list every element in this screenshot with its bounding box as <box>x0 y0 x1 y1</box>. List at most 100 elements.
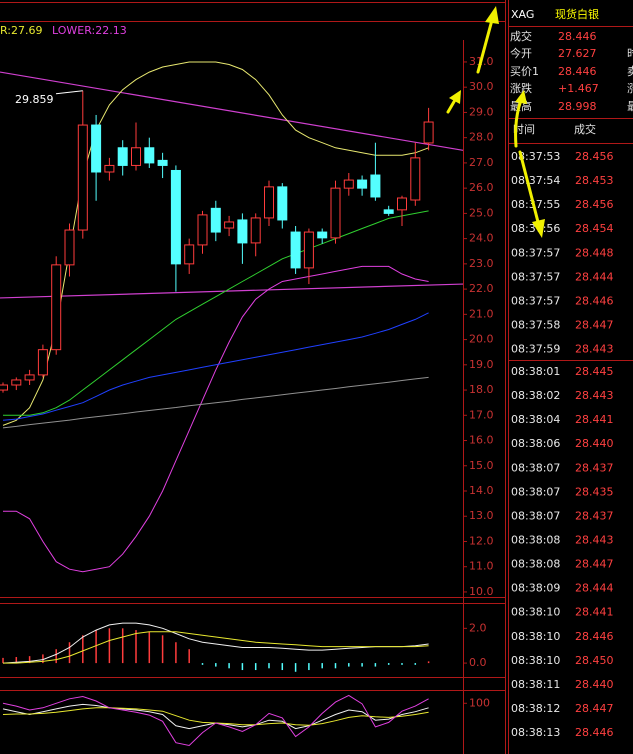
trade-time: 08:38:01 <box>511 365 560 378</box>
trade-time: 08:38:10 <box>511 630 560 643</box>
macd-bar <box>268 663 270 669</box>
trade-time: 08:38:08 <box>511 558 560 571</box>
macd-bar <box>108 628 111 664</box>
trade-price: 28.450 <box>575 654 614 667</box>
quote-label: 成交 <box>510 29 532 43</box>
trade-time: 08:38:07 <box>511 461 560 474</box>
macd-bar <box>387 663 390 665</box>
candle-body <box>11 379 22 386</box>
trade-price: 28.443 <box>575 343 614 356</box>
y-tick-label: 17.0 <box>469 408 494 421</box>
y-tick-label: 12.0 <box>469 534 494 547</box>
quote-value: 28.998 <box>558 100 597 113</box>
macd-bar <box>294 663 297 672</box>
candle-body <box>131 147 141 166</box>
macd-bar <box>241 663 244 671</box>
trade-price: 28.456 <box>575 150 614 163</box>
price-chart: 10.0 11.0 12.0 13.0 14.0 15.0 16.0 17.0 18.0 19.0… <box>0 24 494 598</box>
indicator-line <box>3 210 429 416</box>
candle-body <box>277 186 288 221</box>
quote-value: 28.446 <box>558 65 597 78</box>
y-tick-label: 11.0 <box>469 560 494 573</box>
candle-body <box>383 209 394 214</box>
y-tick-label: 20.0 <box>469 333 494 346</box>
macd-bar <box>215 663 217 667</box>
trade-time: 08:37:53 <box>511 150 560 163</box>
trade-time: 08:37:57 <box>511 294 560 307</box>
macd-bar <box>334 663 337 669</box>
macd-bar <box>175 642 177 664</box>
y-tick-label: 13.0 <box>469 509 494 522</box>
trade-price: 28.435 <box>575 485 614 498</box>
quote-side-label: 涨 <box>627 82 633 95</box>
trade-price: 28.443 <box>575 533 614 546</box>
macd-bar <box>201 663 204 665</box>
macd-bar <box>82 635 84 664</box>
macd-bar <box>427 661 430 664</box>
trade-price: 28.440 <box>575 678 614 691</box>
y-tick-label: 29.0 <box>469 105 494 118</box>
trade-time: 08:38:02 <box>511 389 560 402</box>
symbol: XAG <box>511 8 534 21</box>
trade-time: 08:38:11 <box>511 678 560 691</box>
quote-side-label: 卖 <box>627 65 633 78</box>
macd-bar <box>28 656 31 664</box>
candle-body <box>290 231 301 269</box>
trade-time: 08:38:12 <box>511 702 560 715</box>
candle-body <box>24 374 35 381</box>
candle-body <box>410 157 421 201</box>
macd-bar <box>308 663 310 671</box>
candle-body <box>330 187 341 239</box>
y-tick-label: 19.0 <box>469 358 494 371</box>
y-tick-label: 0.0 <box>469 656 487 669</box>
macd-bar <box>254 663 257 671</box>
y-tick-label: 24.0 <box>469 232 494 245</box>
macd-bar <box>55 649 57 664</box>
trade-time: 08:38:13 <box>511 726 560 739</box>
trade-price: 28.454 <box>575 222 614 235</box>
trade-time: 08:37:54 <box>511 174 560 187</box>
trade-price: 28.445 <box>575 365 614 378</box>
kdj-line <box>2 694 429 747</box>
macd-bar <box>361 663 363 667</box>
candle-body <box>104 164 115 173</box>
candle-body <box>250 217 261 244</box>
candle-body <box>423 121 434 144</box>
trade-time: 08:38:10 <box>511 606 560 619</box>
candle-body <box>0 384 8 391</box>
candle-body <box>144 147 155 164</box>
y-tick-label: 23.0 <box>469 257 494 270</box>
trade-price: 28.456 <box>575 198 614 211</box>
candle-body <box>37 349 48 376</box>
indicator-line <box>3 265 429 573</box>
candle-body <box>77 124 88 231</box>
candle-body <box>210 207 221 233</box>
macd-bar <box>42 654 44 664</box>
indicator-line <box>2 312 429 421</box>
trade-price: 28.437 <box>575 509 614 522</box>
macd-bar <box>228 663 230 669</box>
trade-time: 08:37:58 <box>511 318 560 331</box>
candle-body <box>264 186 274 219</box>
trade-time: 08:38:08 <box>511 533 560 546</box>
macd-bar <box>68 642 71 664</box>
macd-bar <box>121 628 124 664</box>
trade-time: 08:38:06 <box>511 437 560 450</box>
trade-price: 28.443 <box>575 389 614 402</box>
candle-body <box>303 231 314 269</box>
indicator-line <box>2 61 429 426</box>
trade-price: 28.447 <box>575 702 614 715</box>
y-tick-label: 26.0 <box>469 181 494 194</box>
quote-label: 买价1 <box>510 65 539 78</box>
candle-body <box>370 174 381 198</box>
y-tick-label: 22.0 <box>469 282 494 295</box>
quote-value: 27.627 <box>558 47 597 60</box>
macd-bar <box>2 657 4 664</box>
trade-price: 28.441 <box>575 413 614 426</box>
trades-header: 时间 <box>513 123 535 136</box>
quote-value: 28.446 <box>558 30 597 43</box>
candle-body <box>64 229 75 266</box>
quote-label: 涨跌 <box>510 81 532 95</box>
trade-price: 28.453 <box>575 174 614 187</box>
